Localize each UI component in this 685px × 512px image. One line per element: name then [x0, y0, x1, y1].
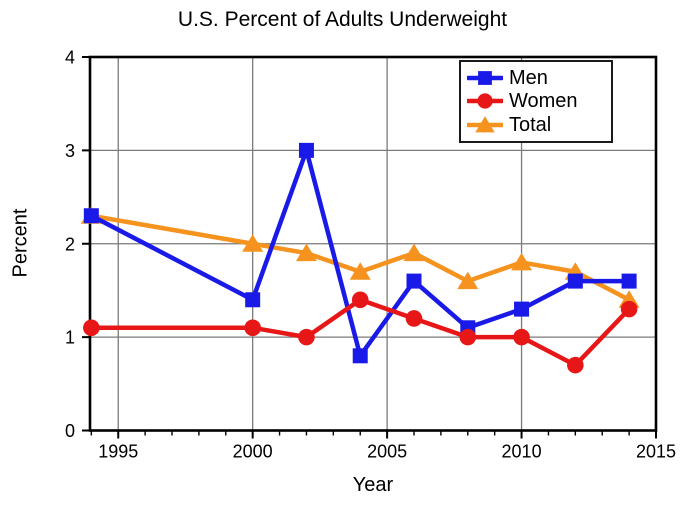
series-men-marker	[352, 348, 368, 364]
y-tick-label-4: 4	[65, 48, 75, 68]
series-women-marker	[513, 328, 530, 346]
y-tick-label-0: 0	[65, 421, 75, 441]
chart-title: U.S. Percent of Adults Underweight	[177, 8, 508, 31]
series-men-marker	[621, 273, 637, 289]
x-tick-label-2000: 2000	[233, 442, 273, 462]
legend-label-men: Men	[509, 66, 548, 89]
series-men-marker	[245, 292, 261, 308]
series-total-marker	[511, 252, 533, 271]
legend-item-total: Total	[467, 113, 611, 137]
series-women-marker	[567, 356, 584, 374]
series-women-marker	[298, 328, 315, 346]
y-tick-label-2: 2	[65, 234, 75, 254]
series-men-marker	[514, 301, 530, 317]
y-tick-label-3: 3	[65, 141, 75, 161]
series-total-marker	[242, 234, 264, 252]
legend: Men Women Total	[459, 60, 613, 143]
x-tick-label-2015: 2015	[636, 442, 676, 462]
y-tick-label-1: 1	[65, 328, 75, 348]
series-men-line	[89, 148, 632, 359]
x-tick-label-1995: 1995	[98, 442, 138, 462]
series-women-marker	[244, 319, 261, 337]
series-men-marker	[406, 273, 422, 289]
legend-item-men: Men	[467, 66, 611, 90]
men-square-marker-sample-icon	[467, 70, 503, 85]
total-triangle-marker-sample-icon	[467, 116, 503, 133]
series-total-marker	[457, 271, 479, 290]
series-men-marker	[298, 142, 314, 158]
legend-label-women: Women	[509, 90, 578, 113]
x-tick-label-2010: 2010	[502, 442, 542, 462]
x-tick-label-2005: 2005	[367, 442, 407, 462]
series-total-marker	[295, 243, 317, 262]
women-circle-marker-sample-icon	[467, 93, 503, 109]
legend-item-women: Women	[467, 90, 611, 114]
series-women-marker	[351, 291, 369, 309]
series-women-marker	[83, 319, 100, 337]
series-women-marker	[620, 300, 638, 318]
series-men-marker	[83, 208, 99, 224]
legend-label-total: Total	[509, 113, 552, 136]
series-men-marker	[567, 273, 583, 289]
x-axis-label: Year	[352, 474, 394, 496]
series-women-marker	[459, 328, 477, 346]
series-women-marker	[405, 310, 423, 327]
series-total-marker	[349, 262, 371, 280]
series-total-marker	[403, 243, 425, 262]
